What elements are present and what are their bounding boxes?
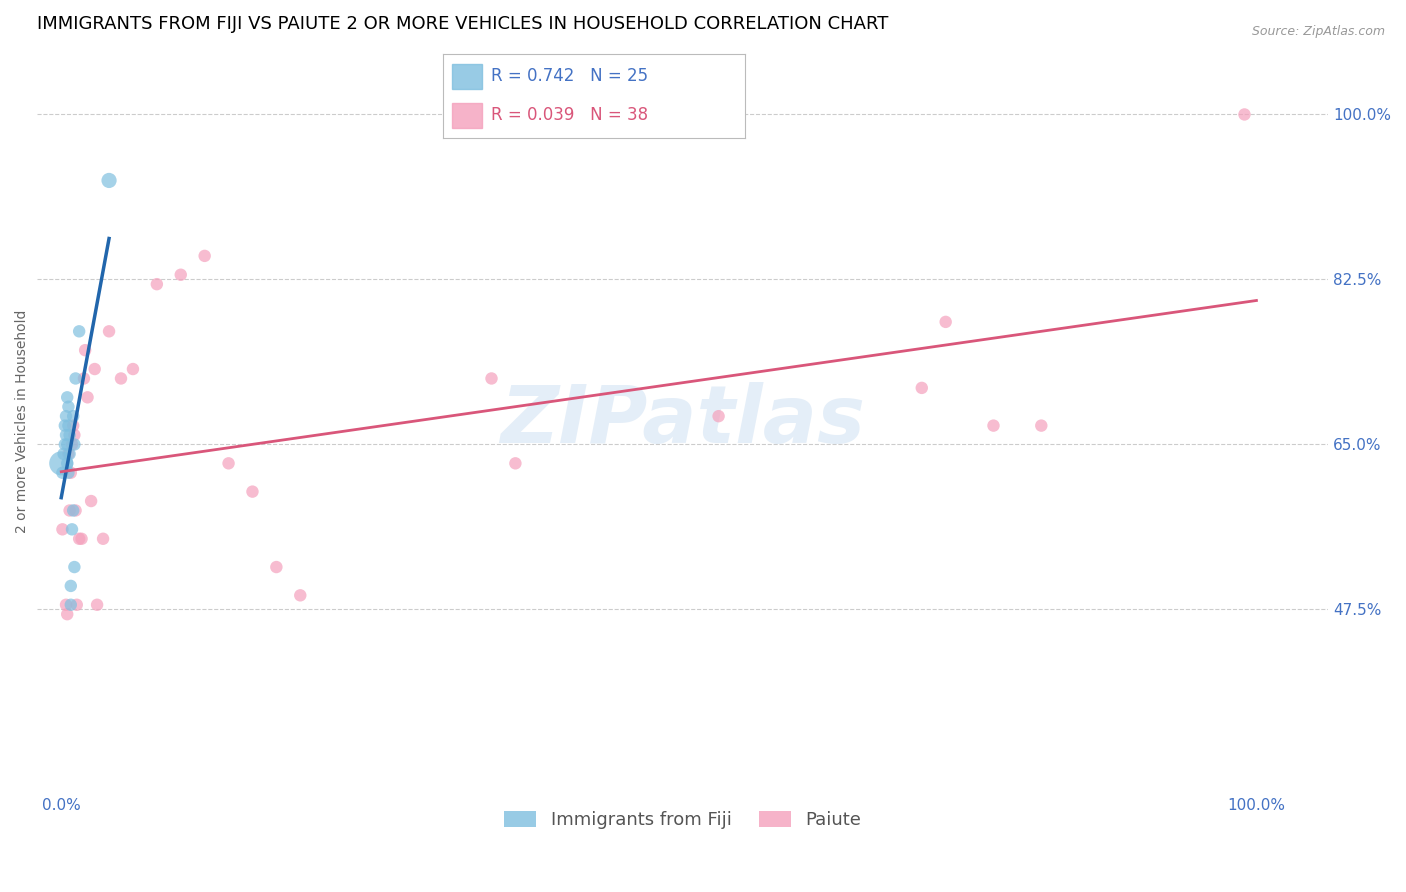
Point — [56, 437, 79, 451]
Point — [91, 532, 114, 546]
Point — [935, 315, 957, 329]
Point — [146, 277, 169, 292]
Point — [242, 484, 264, 499]
Point — [1233, 107, 1256, 121]
Point — [86, 598, 108, 612]
Point — [58, 418, 80, 433]
Point — [62, 503, 84, 517]
Point — [98, 324, 121, 338]
Point — [63, 428, 86, 442]
Point — [60, 437, 83, 451]
Point — [59, 466, 82, 480]
Point — [58, 447, 80, 461]
Point — [52, 447, 75, 461]
Point — [122, 362, 145, 376]
Point — [63, 437, 86, 451]
Point — [62, 409, 84, 424]
Point — [75, 343, 97, 358]
Point — [59, 579, 82, 593]
Point — [70, 532, 93, 546]
Point — [73, 371, 96, 385]
Point — [53, 437, 76, 451]
Point — [58, 466, 80, 480]
Y-axis label: 2 or more Vehicles in Household: 2 or more Vehicles in Household — [15, 310, 30, 533]
Text: Source: ZipAtlas.com: Source: ZipAtlas.com — [1251, 25, 1385, 38]
Point — [170, 268, 193, 282]
Point — [266, 560, 288, 574]
Point — [505, 456, 527, 470]
Point — [56, 607, 79, 622]
Point — [53, 418, 76, 433]
Point — [98, 173, 121, 187]
Point — [290, 588, 312, 602]
Point — [55, 598, 77, 612]
Point — [55, 409, 77, 424]
Point — [58, 400, 80, 414]
Point — [62, 418, 84, 433]
Point — [59, 598, 82, 612]
Point — [110, 371, 132, 385]
Point — [194, 249, 217, 263]
Point — [56, 390, 79, 404]
Point — [51, 522, 73, 536]
Bar — [451, 63, 482, 89]
Bar — [451, 103, 482, 128]
Point — [63, 560, 86, 574]
Point — [65, 371, 87, 385]
Point — [56, 456, 79, 470]
Point — [481, 371, 503, 385]
Point — [218, 456, 240, 470]
Point — [65, 503, 87, 517]
Point — [59, 503, 82, 517]
Point — [1031, 418, 1053, 433]
Point — [59, 428, 82, 442]
Point — [76, 390, 98, 404]
Point — [80, 494, 103, 508]
Point — [59, 447, 82, 461]
Text: IMMIGRANTS FROM FIJI VS PAIUTE 2 OR MORE VEHICLES IN HOUSEHOLD CORRELATION CHART: IMMIGRANTS FROM FIJI VS PAIUTE 2 OR MORE… — [38, 15, 889, 33]
Text: ZIPatlas: ZIPatlas — [501, 382, 865, 460]
Point — [51, 466, 73, 480]
Point — [707, 409, 730, 424]
Point — [51, 456, 73, 470]
Point — [66, 598, 89, 612]
Point — [67, 324, 90, 338]
Point — [67, 532, 90, 546]
Text: R = 0.742   N = 25: R = 0.742 N = 25 — [491, 68, 648, 86]
Point — [911, 381, 934, 395]
Text: R = 0.039   N = 38: R = 0.039 N = 38 — [491, 106, 648, 124]
Legend: Immigrants from Fiji, Paiute: Immigrants from Fiji, Paiute — [496, 804, 869, 837]
Point — [983, 418, 1005, 433]
Point — [55, 428, 77, 442]
Point — [83, 362, 105, 376]
Point — [60, 522, 83, 536]
